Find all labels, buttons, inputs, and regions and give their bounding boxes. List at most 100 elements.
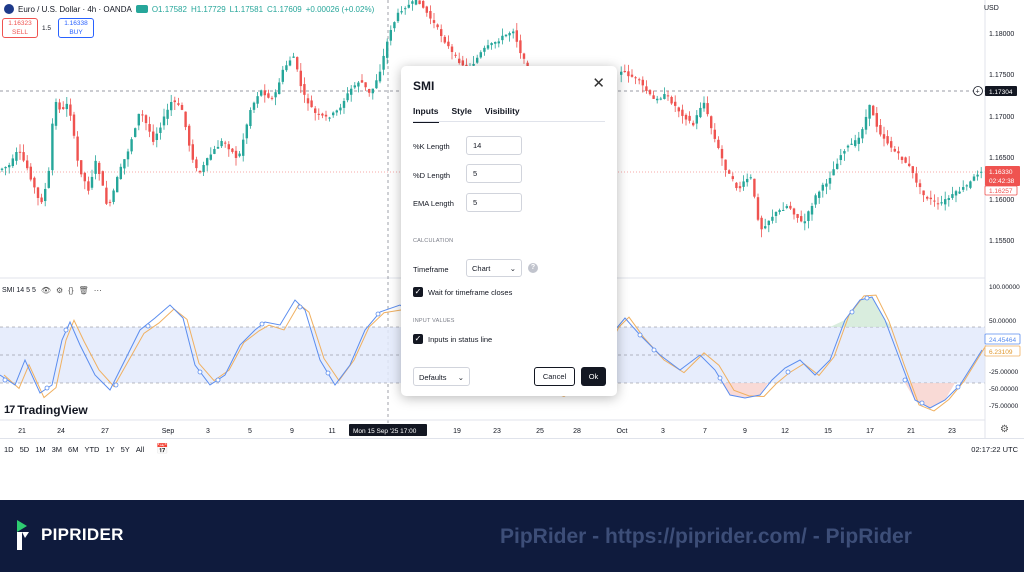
candle-body [749,177,752,179]
piprider-brand[interactable]: PIPRIDER [13,518,124,552]
candle-body [281,69,284,82]
chart-settings-icon[interactable]: ⚙ [1000,424,1009,435]
candle-body [353,85,356,88]
candle-body [440,29,443,37]
candle-body [404,8,407,10]
chart-area[interactable]: 1.18000 1.17500 1.17000 1.16500 1.16000 … [0,0,1024,500]
candle-body [461,60,464,66]
candle-body [44,188,47,202]
timeframe-all[interactable]: All [135,445,145,454]
ok-button[interactable]: Ok [581,367,606,386]
candle-body [681,109,684,116]
eye-icon[interactable]: 👁 [40,286,52,295]
candle-body [893,148,896,152]
delete-icon[interactable]: 🗑 [78,286,89,295]
status-line-checkbox[interactable]: ✓ [413,334,423,344]
timeframe-6m[interactable]: 6M [68,445,79,454]
time-tick: 5 [248,428,252,435]
candle-body [796,214,799,218]
timeframe-5d[interactable]: 5D [19,445,30,454]
candle-body [227,144,230,150]
time-tick: 21 [907,428,915,435]
symbol-legend[interactable]: Euro / U.S. Dollar · 4h · OANDA O1.17582… [4,4,374,14]
candle-body [771,216,774,221]
help-icon[interactable]: ? [528,263,538,273]
timeframe-1d[interactable]: 1D [4,445,14,454]
ema-length-input[interactable]: 5 [466,193,522,212]
candle-body [429,11,432,19]
sell-button[interactable]: 1.16323 SELL [2,18,38,38]
indicator-legend[interactable]: SMI 14 5 5 👁 ⚙ {} 🗑 ⋯ [2,286,102,295]
close-icon[interactable]: ✕ [592,75,605,92]
smi-axis-tick: -50.00000 [989,386,1019,393]
timeframe-1m[interactable]: 1M [35,445,46,454]
currency-selector[interactable]: USD [984,5,999,12]
symbol-name[interactable]: Euro / U.S. Dollar · 4h · OANDA [18,4,132,14]
candle-body [677,107,680,112]
smi-axis-tick: 100.00000 [989,284,1020,291]
candle-body [929,197,932,200]
smi-cross-dot [113,382,119,388]
candle-body [458,58,461,63]
settings-icon[interactable]: ⚙ [56,286,64,295]
buy-button[interactable]: 1.16338 BUY [58,18,94,38]
tab-inputs[interactable]: Inputs [413,106,439,123]
source-code-icon[interactable]: {} [68,286,74,295]
candle-body [418,0,421,5]
candle-body [72,114,76,136]
candle-body [818,191,821,198]
tab-style[interactable]: Style [451,106,472,116]
wait-timeframe-checkbox[interactable]: ✓ [413,287,423,297]
candle-body [684,114,688,120]
candle-body [825,183,828,187]
candle-body [342,101,346,108]
timeframe-ytd[interactable]: YTD [84,445,100,454]
smi-cross-dot [785,369,791,375]
candle-body [857,137,860,144]
candle-body [26,160,29,169]
tradingview-logo[interactable]: 17 TradingView [4,403,88,417]
eur-flag-icon [4,4,14,14]
candle-body [738,186,742,189]
d-length-input[interactable]: 5 [466,164,522,183]
candle-body [656,98,659,101]
utc-clock[interactable]: 02:17:22 UTC [971,445,1018,454]
candle-body [497,41,500,44]
candle-body [324,114,328,117]
timeframe-1y[interactable]: 1Y [105,445,115,454]
tab-visibility[interactable]: Visibility [484,106,520,116]
calendar-icon[interactable]: 📅 [156,444,169,455]
cancel-button[interactable]: Cancel [534,367,575,386]
candle-body [274,92,277,98]
candle-body [278,82,281,95]
candle-body [69,104,72,116]
candle-body [152,131,155,142]
candle-body [346,93,349,101]
candle-body [897,151,900,154]
wait-timeframe-label: Wait for timeframe closes [428,288,513,297]
candle-body [177,103,180,105]
candle-body [814,195,817,205]
candle-body [764,226,767,229]
timeframe-3m[interactable]: 3M [51,445,63,454]
k-length-input[interactable]: 14 [466,136,522,155]
candle-body [206,158,209,166]
candle-body [702,102,706,109]
time-tick: 15 [824,428,832,435]
candle-body [519,40,522,54]
defaults-label: Defaults [419,373,447,382]
candle-body [220,140,223,147]
time-tick: 9 [290,428,294,435]
time-tick: 19 [453,428,461,435]
timeframe-5y[interactable]: 5Y [120,445,130,454]
candle-body [407,4,410,8]
timeframe-select[interactable]: Chart ⌄ [466,259,522,277]
more-icon[interactable]: ⋯ [93,286,102,295]
ohlc-high: H1.17729 [190,4,226,14]
candle-body [332,112,335,116]
candle-body [234,150,238,158]
chevron-down-icon: ⌄ [457,373,464,382]
time-tick: 17 [866,428,874,435]
defaults-dropdown[interactable]: Defaults ⌄ [413,367,470,386]
time-tick: 24 [57,428,65,435]
